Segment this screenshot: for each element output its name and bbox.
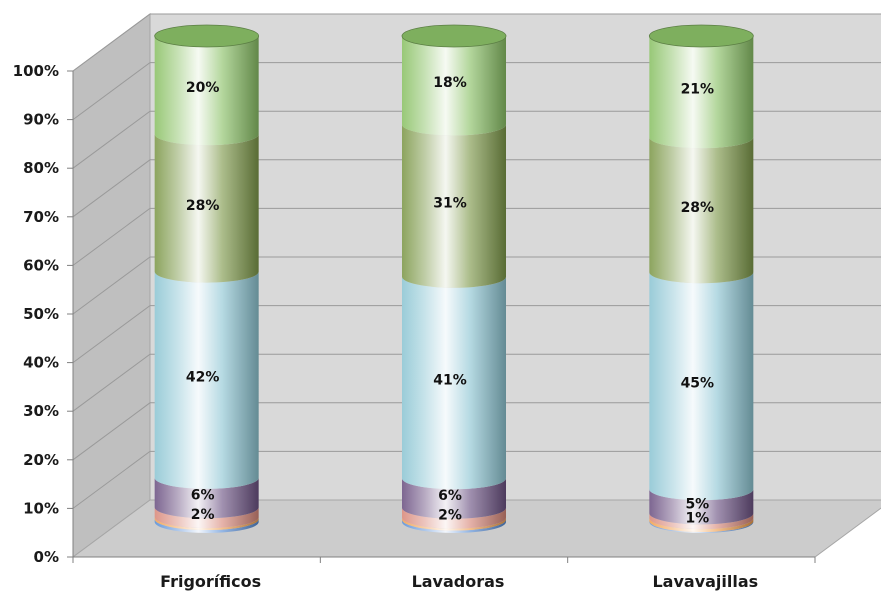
cylinder-segment bbox=[402, 517, 506, 531]
data-label: 1% bbox=[685, 511, 709, 527]
data-label: 5% bbox=[685, 496, 709, 512]
cylinder-segment bbox=[402, 36, 506, 136]
gridline bbox=[72, 207, 881, 266]
cylinder-segment bbox=[402, 276, 506, 490]
data-label: 31% bbox=[433, 196, 467, 212]
gridline bbox=[72, 256, 881, 315]
cylinder-bars bbox=[154, 24, 754, 533]
y-tick-label: 70% bbox=[23, 208, 59, 226]
cylinder-segment bbox=[649, 272, 754, 501]
cylinder-segment bbox=[402, 519, 506, 533]
y-tick-label: 60% bbox=[23, 256, 59, 274]
data-label: 2% bbox=[191, 507, 215, 523]
cylinder-top-cap bbox=[154, 24, 260, 48]
data-labels: 2% 6% 42% 28% 20% 2% 6% 41% 31% 18% 1%5% 45% 28% 21% bbox=[186, 75, 714, 527]
data-label: 28% bbox=[681, 200, 715, 216]
cylinder-segment bbox=[649, 518, 754, 533]
data-label: 41% bbox=[433, 373, 467, 389]
gridline bbox=[72, 13, 881, 72]
gridline bbox=[72, 62, 881, 121]
cylinder-segment bbox=[154, 134, 259, 283]
cylinder-segment bbox=[649, 137, 754, 284]
y-tick-label: 0% bbox=[34, 548, 59, 566]
data-label: 6% bbox=[191, 488, 215, 504]
y-tick-label: 40% bbox=[23, 354, 59, 372]
cylinder-segment bbox=[154, 36, 259, 146]
cylinder-segment bbox=[402, 478, 506, 519]
y-tick-label: 80% bbox=[23, 159, 59, 177]
y-tick-label: 20% bbox=[23, 451, 59, 469]
cylinder-segment bbox=[154, 517, 259, 531]
cylinder-segment bbox=[154, 271, 259, 489]
gridline bbox=[72, 353, 881, 412]
data-label: 6% bbox=[438, 488, 462, 504]
data-label: 21% bbox=[681, 82, 715, 98]
x-axis-categories: Frigoríficos Lavadoras Lavavajillas bbox=[72, 556, 816, 591]
gridline bbox=[72, 305, 881, 364]
y-tick-label: 50% bbox=[23, 305, 59, 323]
y-tick-label: 100% bbox=[13, 62, 59, 80]
x-category-label: Frigoríficos bbox=[160, 572, 261, 591]
cylinder-segment bbox=[154, 477, 259, 519]
y-tick-label: 90% bbox=[23, 111, 59, 129]
cylinder-top-cap bbox=[648, 24, 754, 48]
gridline bbox=[72, 402, 881, 461]
cylinder-segment bbox=[154, 507, 259, 529]
gridline bbox=[72, 159, 881, 218]
data-label: 20% bbox=[186, 80, 220, 96]
cylinder-segment bbox=[154, 519, 259, 533]
cylinder-segment bbox=[649, 513, 754, 530]
data-label: 45% bbox=[681, 376, 715, 392]
data-label: 28% bbox=[186, 198, 220, 214]
gridline bbox=[72, 110, 881, 169]
cylinder-top-cap bbox=[401, 24, 507, 48]
cylinder-segment bbox=[649, 489, 754, 525]
x-category-label: Lavadoras bbox=[412, 572, 505, 591]
data-label: 2% bbox=[438, 508, 462, 524]
gridline bbox=[72, 450, 881, 509]
gridlines bbox=[72, 13, 881, 509]
data-label: 42% bbox=[186, 370, 220, 386]
y-axis-ticks: 0% 10% 20% 30% 40% 50% 60% 70% 80% 90% 100% bbox=[13, 62, 74, 566]
y-tick-label: 30% bbox=[23, 402, 59, 420]
y-tick-label: 10% bbox=[23, 499, 59, 517]
data-label: 18% bbox=[433, 75, 467, 91]
cylinder-segment bbox=[402, 507, 506, 529]
x-category-label: Lavavajillas bbox=[652, 572, 758, 591]
cylinder-segment bbox=[402, 124, 506, 288]
cylinder-segment bbox=[649, 36, 754, 149]
